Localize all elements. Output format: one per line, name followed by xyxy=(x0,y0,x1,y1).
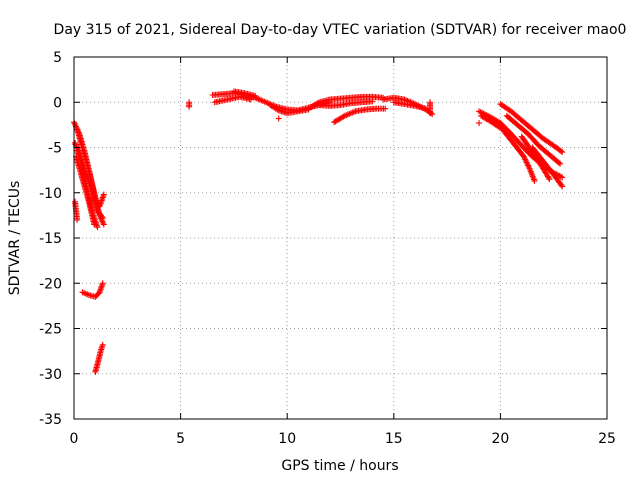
data-point xyxy=(74,216,81,223)
data-point xyxy=(558,182,565,189)
data-point xyxy=(559,183,566,190)
data-point xyxy=(100,191,107,198)
y-tick-label: 0 xyxy=(53,95,62,111)
y-tick-label: -35 xyxy=(39,412,62,428)
data-point xyxy=(99,280,106,287)
data-points xyxy=(71,88,566,375)
y-axis-label: SDTVAR / TECUs xyxy=(7,181,23,296)
axis-ticks: 0 5 10 15 20 25 5 0 -5 -10 -15 -20 -25 -30 -35 xyxy=(39,50,616,447)
data-point xyxy=(252,92,259,99)
data-point xyxy=(99,341,106,348)
plot-frame xyxy=(73,56,608,420)
chart-title: Day 315 of 2021, Sidereal Day-to-day VTE… xyxy=(54,22,627,38)
y-tick-label: -25 xyxy=(39,322,62,338)
x-tick-label: 0 xyxy=(70,431,79,447)
data-point xyxy=(382,105,389,112)
data-point xyxy=(545,174,552,181)
x-tick-label: 15 xyxy=(385,431,403,447)
data-point xyxy=(557,173,564,180)
y-tick-label: -5 xyxy=(48,141,62,157)
data-point xyxy=(557,160,564,167)
y-tick-label: -30 xyxy=(39,367,62,383)
data-point xyxy=(99,215,106,222)
data-point xyxy=(91,221,98,228)
data-point xyxy=(559,174,566,181)
data-point xyxy=(427,110,434,117)
y-tick-label: -15 xyxy=(39,231,62,247)
y-tick-label: -10 xyxy=(39,186,62,202)
data-point xyxy=(98,213,105,220)
data-point xyxy=(275,115,282,122)
data-point xyxy=(555,159,562,166)
x-tick-label: 5 xyxy=(176,431,185,447)
data-point xyxy=(546,176,553,183)
x-axis-label: GPS time / hours xyxy=(281,458,398,474)
data-point xyxy=(531,177,538,184)
data-point xyxy=(369,98,376,105)
y-tick-label: -20 xyxy=(39,276,62,292)
data-point xyxy=(186,103,193,110)
grid xyxy=(74,57,607,419)
data-point xyxy=(559,149,566,156)
data-point xyxy=(340,113,347,120)
data-point xyxy=(476,120,483,127)
x-tick-label: 25 xyxy=(598,431,616,447)
y-tick-label: 5 xyxy=(53,50,62,66)
data-point xyxy=(100,221,107,228)
x-tick-label: 10 xyxy=(278,431,296,447)
data-point xyxy=(274,106,281,113)
data-point xyxy=(94,224,101,231)
x-tick-label: 20 xyxy=(491,431,509,447)
data-point xyxy=(558,148,565,155)
